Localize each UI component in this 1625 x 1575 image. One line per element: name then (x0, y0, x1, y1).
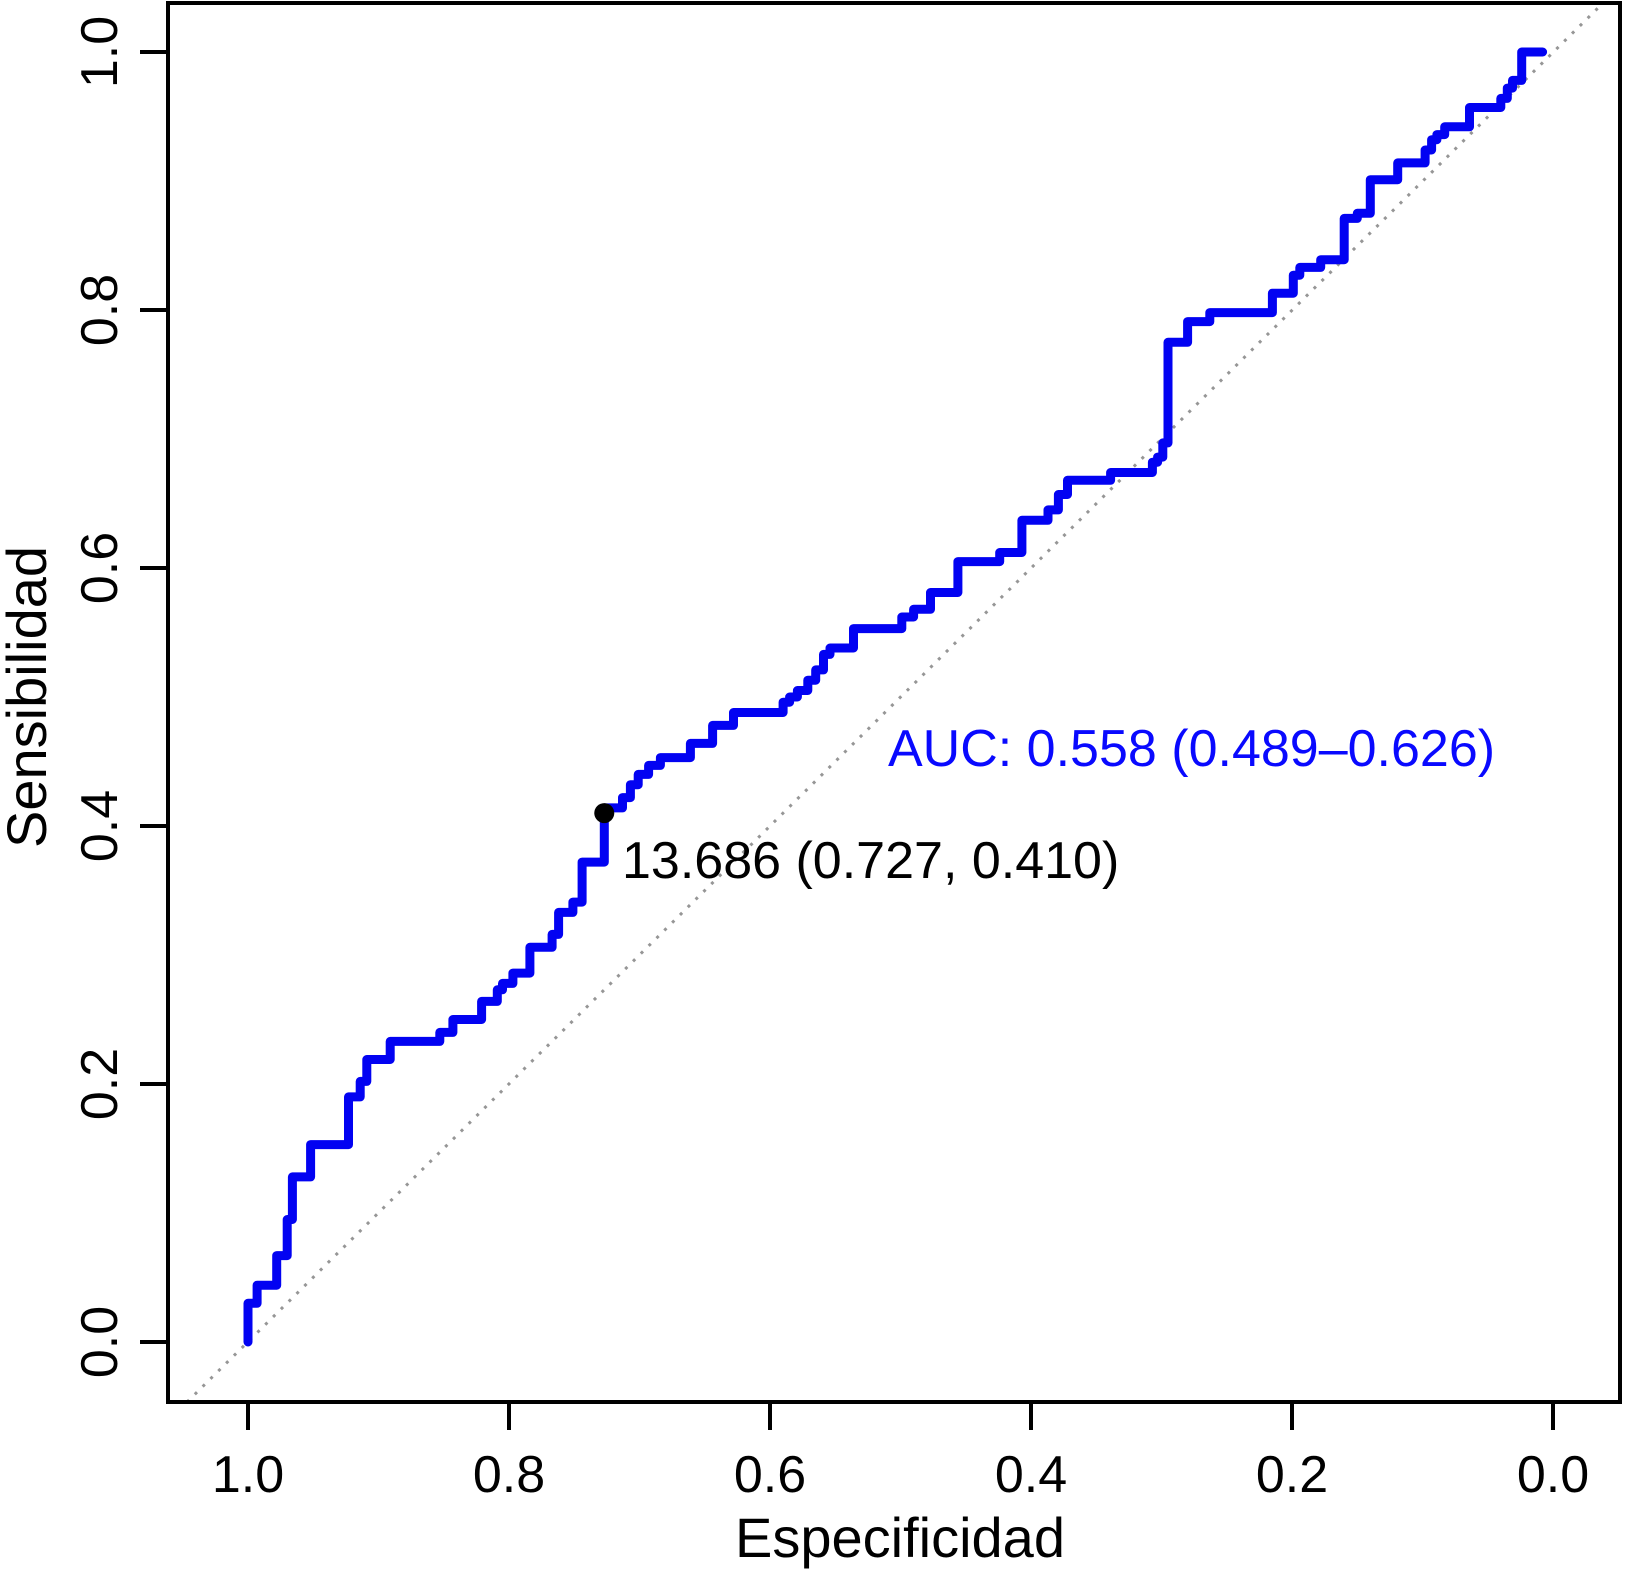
auc-annotation: AUC: 0.558 (0.489–0.626) (888, 720, 1495, 778)
y-tick-label: 0.0 (71, 1306, 129, 1378)
threshold-point-marker (594, 803, 615, 824)
x-tick-label: 0.2 (1256, 1446, 1328, 1504)
x-tick-label: 1.0 (212, 1446, 284, 1504)
x-tick-labels: 1.0 0.8 0.6 0.4 0.2 0.0 (212, 1446, 1589, 1504)
x-tick-label: 0.4 (995, 1446, 1067, 1504)
x-tick-label: 0.0 (1517, 1446, 1589, 1504)
y-tick-label: 0.8 (71, 274, 129, 346)
roc-curve (243, 47, 1548, 1347)
x-tick-label: 0.6 (734, 1446, 806, 1504)
y-tick-labels: 0.0 0.2 0.4 0.6 0.8 1.0 (71, 16, 129, 1378)
threshold-annotation: 13.686 (0.727, 0.410) (622, 832, 1119, 890)
diagonal-reference-line (185, 1, 1605, 1404)
axis-ticks (140, 50, 1555, 1430)
y-tick-label: 1.0 (71, 16, 129, 88)
y-tick-label: 0.2 (71, 1048, 129, 1120)
y-tick-label: 0.6 (71, 532, 129, 604)
x-axis-label: Especificidad (735, 1506, 1065, 1569)
y-axis-label: Sensibilidad (0, 546, 58, 848)
x-tick-label: 0.8 (473, 1446, 545, 1504)
plot-border (166, 1, 1622, 1404)
y-tick-label: 0.4 (71, 790, 129, 862)
